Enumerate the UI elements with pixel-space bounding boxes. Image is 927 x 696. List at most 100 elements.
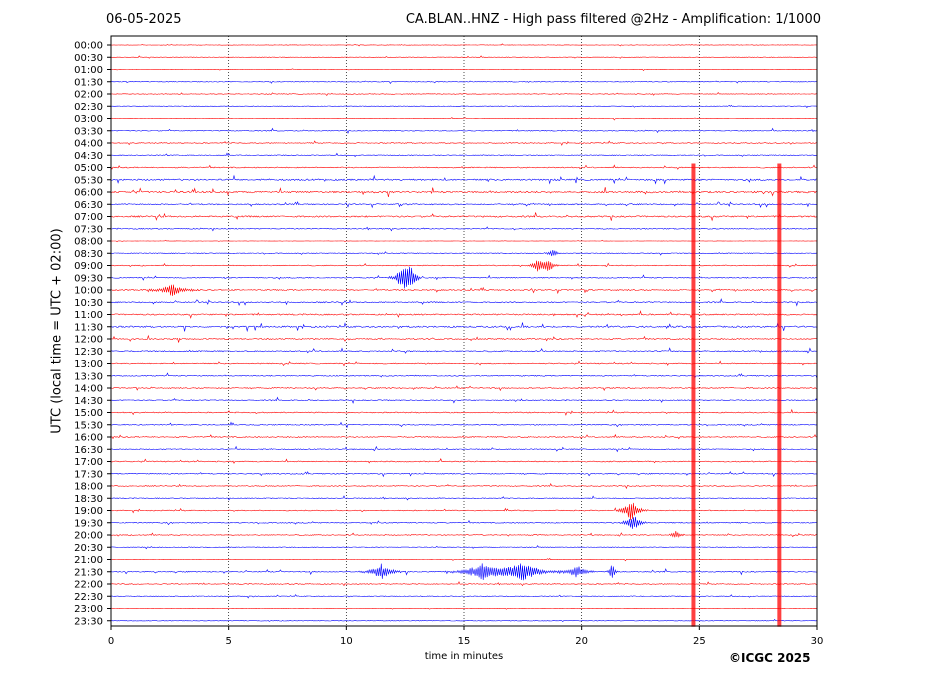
y-tick-label-2230: 22:30 <box>74 592 103 603</box>
trace-row-2130 <box>110 563 817 581</box>
x-tick-label-15: 15 <box>458 636 471 647</box>
trace-row-2000 <box>110 531 818 538</box>
trace-row-1700 <box>110 458 818 464</box>
y-tick-label-2330: 23:30 <box>74 616 103 627</box>
y-tick-label-0300: 03:00 <box>74 114 103 125</box>
seismic-traces <box>110 43 818 627</box>
y-tick-label-1530: 15:30 <box>74 420 103 431</box>
trace-row-0500 <box>110 164 818 170</box>
trace-row-0400 <box>110 140 818 146</box>
y-tick-label-0530: 05:30 <box>74 175 103 186</box>
trace-row-0930 <box>110 266 817 289</box>
trace-row-0530 <box>110 174 817 185</box>
y-tick-label-1900: 19:00 <box>74 506 103 517</box>
y-tick-label-0400: 04:00 <box>74 139 103 150</box>
y-tick-label-2130: 21:30 <box>74 567 103 578</box>
trace-row-2200 <box>110 581 818 587</box>
trace-row-1330 <box>110 372 818 379</box>
x-tick-label-5: 5 <box>225 636 231 647</box>
date-label: 06-05-2025 <box>106 12 182 27</box>
y-tick-label-1700: 17:00 <box>74 457 103 468</box>
trace-row-0700 <box>110 212 818 222</box>
trace-row-1500 <box>110 408 818 416</box>
x-tick-label-20: 20 <box>575 636 588 647</box>
x-tick-label-25: 25 <box>693 636 706 647</box>
y-tick-label-0600: 06:00 <box>74 188 103 199</box>
y-tick-label-0200: 02:00 <box>74 90 103 101</box>
y-tick-label-1430: 14:30 <box>74 396 103 407</box>
trace-row-1830 <box>110 495 818 501</box>
y-tick-label-0830: 08:30 <box>74 249 103 260</box>
trace-row-1600 <box>110 433 818 440</box>
x-tick-label-0: 0 <box>108 636 114 647</box>
y-tick-label-1230: 12:30 <box>74 347 103 358</box>
x-axis-label: time in minutes <box>424 651 504 662</box>
y-tick-label-2300: 23:00 <box>74 604 103 615</box>
trace-row-0130 <box>110 80 818 84</box>
trace-row-2300 <box>110 607 818 610</box>
y-tick-label-1630: 16:30 <box>74 445 103 456</box>
trace-row-0300 <box>110 117 818 121</box>
chart-title: CA.BLAN..HNZ - High pass filtered @2Hz -… <box>405 12 821 27</box>
trace-row-1300 <box>110 360 818 367</box>
spike-1 <box>777 163 782 627</box>
y-tick-label-1000: 10:00 <box>74 286 103 297</box>
trace-row-0630 <box>110 201 818 209</box>
y-tick-label-1730: 17:30 <box>74 469 103 480</box>
y-tick-label-0230: 02:30 <box>74 102 103 113</box>
x-tick-label-30: 30 <box>811 636 824 647</box>
y-tick-label-1400: 14:00 <box>74 384 103 395</box>
trace-row-1930 <box>110 516 818 529</box>
y-tick-label-1300: 13:00 <box>74 359 103 370</box>
trace-row-1030 <box>110 298 818 307</box>
trace-row-2230 <box>110 594 818 599</box>
trace-row-1100 <box>110 310 818 319</box>
trace-row-0730 <box>110 226 818 232</box>
y-tick-label-1500: 15:00 <box>74 408 103 419</box>
trace-row-1400 <box>110 385 818 392</box>
y-tick-label-0930: 09:30 <box>74 273 103 284</box>
y-tick-label-1130: 11:30 <box>74 322 103 333</box>
y-tick-label-0800: 08:00 <box>74 237 103 248</box>
y-tick-label-2100: 21:00 <box>74 555 103 566</box>
trace-row-1130 <box>110 322 818 333</box>
y-tick-label-1330: 13:30 <box>74 371 103 382</box>
trace-row-0200 <box>110 91 818 97</box>
trace-row-1730 <box>110 471 817 478</box>
y-tick-label-1800: 18:00 <box>74 482 103 493</box>
y-tick-label-1030: 10:30 <box>74 298 103 309</box>
y-tick-label-2030: 20:30 <box>74 543 103 554</box>
trace-row-0600 <box>111 187 818 198</box>
trace-row-0030 <box>110 55 818 59</box>
trace-row-0430 <box>110 152 818 158</box>
trace-row-1800 <box>110 482 818 490</box>
trace-row-1900 <box>111 502 818 521</box>
y-axis-label: UTC (local time = UTC + 02:00) <box>49 228 65 434</box>
y-tick-label-1600: 16:00 <box>74 433 103 444</box>
trace-row-0900 <box>110 260 817 272</box>
y-tick-label-0030: 00:30 <box>74 53 103 64</box>
trace-row-1630 <box>110 445 818 453</box>
y-tick-label-1200: 12:00 <box>74 335 103 346</box>
y-tick-label-2200: 22:00 <box>74 580 103 591</box>
trace-row-0230 <box>110 104 818 109</box>
trace-row-2030 <box>110 545 818 550</box>
y-tick-label-0430: 04:30 <box>74 151 103 162</box>
trace-row-0800 <box>110 239 818 243</box>
y-tick-label-1830: 18:30 <box>74 494 103 505</box>
spike-0 <box>691 163 696 627</box>
trace-row-0000 <box>111 43 818 47</box>
y-tick-label-0730: 07:30 <box>74 224 103 235</box>
trace-row-0330 <box>110 127 817 134</box>
y-tick-label-0000: 00:00 <box>74 41 103 52</box>
trace-row-2100 <box>110 558 817 562</box>
y-tick-label-0130: 01:30 <box>74 77 103 88</box>
trace-row-1530 <box>110 421 818 429</box>
y-tick-label-0630: 06:30 <box>74 200 103 211</box>
y-tick-label-0700: 07:00 <box>74 212 103 223</box>
y-tick-label-1100: 11:00 <box>74 310 103 321</box>
trace-row-2330 <box>110 619 818 623</box>
y-tick-label-2000: 20:00 <box>74 531 103 542</box>
